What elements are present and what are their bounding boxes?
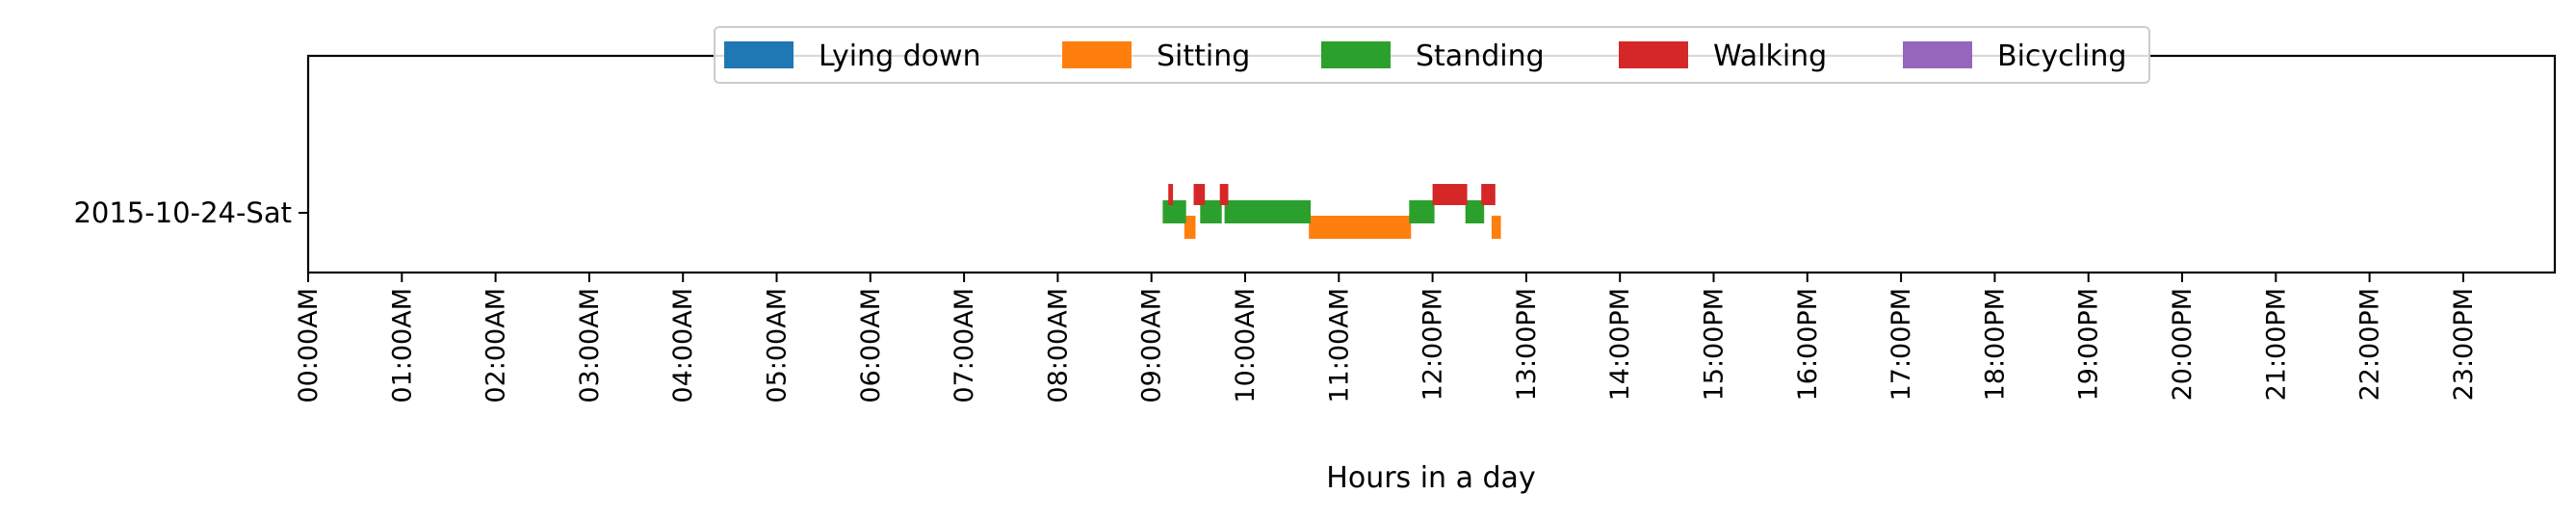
standing-segment — [1200, 200, 1222, 223]
x-tick-label: 12:00PM — [1418, 288, 1448, 401]
x-tick-label: 21:00PM — [2261, 288, 2291, 401]
x-tick-label: 08:00AM — [1043, 288, 1073, 403]
legend-swatch-bicycling — [1903, 41, 1972, 68]
x-tick-label: 00:00AM — [294, 288, 324, 403]
x-tick-label: 09:00AM — [1137, 288, 1167, 403]
legend-label-walking: Walking — [1713, 39, 1827, 73]
x-tick-label: 20:00PM — [2168, 288, 2198, 401]
legend: Lying down Sitting Standing Walking Bicyclin… — [714, 26, 2150, 84]
x-tick-label: 14:00PM — [1605, 288, 1635, 401]
legend-label-lying-down: Lying down — [819, 39, 981, 73]
x-axis-label: Hours in a day — [1326, 461, 1535, 495]
walking-segment — [1432, 184, 1468, 205]
y-axis: 2015-10-24-Sat — [73, 196, 308, 229]
x-tick-label: 10:00AM — [1231, 288, 1261, 403]
x-tick-label: 11:00AM — [1324, 288, 1354, 403]
walking-segment — [1193, 184, 1206, 205]
x-tick-label: 23:00PM — [2449, 288, 2479, 401]
x-tick-label: 22:00PM — [2355, 288, 2385, 401]
walking-segment — [1481, 184, 1496, 205]
x-tick-label: 03:00AM — [575, 288, 605, 403]
standing-segment — [1162, 200, 1186, 223]
legend-label-standing: Standing — [1416, 39, 1545, 73]
walking-segment — [1219, 184, 1229, 205]
x-tick-label: 13:00PM — [1512, 288, 1542, 401]
legend-swatch-standing — [1321, 41, 1391, 68]
legend-label-sitting: Sitting — [1157, 39, 1250, 73]
x-tick-label: 06:00AM — [856, 288, 886, 403]
standing-segment — [1409, 200, 1435, 223]
x-axis: 00:00AM 01:00AM 02:00AM 03:00AM 04:00AM 05:00… — [294, 273, 2479, 403]
x-tick-label: 15:00PM — [1700, 288, 1730, 401]
sitting-segment — [1309, 216, 1412, 239]
legend-swatch-lying-down — [724, 41, 794, 68]
x-tick-label: 07:00AM — [950, 288, 979, 403]
legend-label-bicycling: Bicycling — [1997, 39, 2126, 73]
x-tick-label: 01:00AM — [387, 288, 417, 403]
bar-layer — [1162, 184, 1501, 239]
x-tick-label: 02:00AM — [481, 288, 511, 403]
x-tick-label: 05:00AM — [763, 288, 793, 403]
legend-box — [714, 26, 2150, 84]
x-tick-label: 17:00PM — [1886, 288, 1916, 401]
x-tick-label: 19:00PM — [2074, 288, 2104, 401]
standing-segment — [1465, 200, 1485, 223]
plot-frame — [306, 54, 2557, 274]
y-tick-label: 2015-10-24-Sat — [73, 196, 292, 229]
legend-swatch-sitting — [1062, 41, 1132, 68]
x-tick-label: 04:00AM — [668, 288, 698, 403]
standing-segment — [1224, 200, 1312, 223]
walking-segment — [1168, 184, 1174, 205]
sitting-segment — [1184, 216, 1196, 239]
sitting-segment — [1491, 216, 1501, 239]
x-tick-label: 16:00PM — [1793, 288, 1823, 401]
legend-swatch-walking — [1619, 41, 1688, 68]
x-tick-label: 18:00PM — [1980, 288, 2010, 401]
